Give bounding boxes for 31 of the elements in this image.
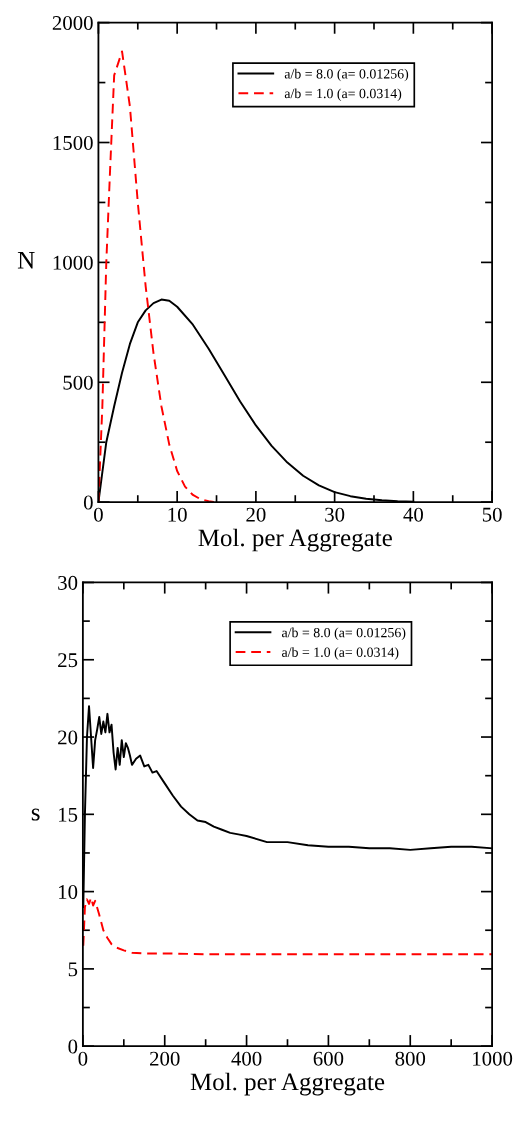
x-tick-label: 30 [325, 507, 345, 522]
y-axis-title: s [31, 808, 40, 821]
y-axis-title: N [17, 252, 35, 269]
legend-label: a/b = 1.0 (a= 0.0314) [284, 88, 402, 101]
x-tick-label: 40 [403, 507, 423, 522]
y-tick-label: 1500 [53, 135, 93, 150]
y-tick-label: 20 [58, 730, 78, 745]
x-tick-label: 20 [246, 507, 266, 522]
x-tick-label: 800 [395, 1051, 426, 1066]
y-tick-label: 25 [58, 653, 78, 668]
x-axis-title: Mol. per Aggregate [190, 1072, 385, 1096]
y-tick-label: 1000 [53, 255, 93, 270]
y-tick-label: 15 [59, 807, 78, 822]
legend-label: a/b = 8.0 (a= 0.01256) [284, 68, 409, 82]
y-tick-label: 0 [83, 495, 93, 510]
y-tick-label: 30 [58, 575, 78, 590]
y-tick-label: 500 [63, 375, 93, 390]
legend-label: a/b = 1.0 (a= 0.0314) [281, 647, 399, 660]
x-tick-label: 600 [313, 1051, 344, 1066]
legend-label: a/b = 8.0 (a= 0.01256) [281, 627, 406, 641]
y-tick-label: 0 [68, 1039, 78, 1054]
x-tick-label: 200 [150, 1051, 180, 1066]
x-tick-label: 0 [94, 507, 103, 522]
y-tick-label: 5 [68, 962, 78, 977]
x-axis-title: Mol. per Aggregate [198, 528, 392, 552]
x-tick-label: 10 [168, 507, 187, 522]
x-tick-label: 400 [231, 1051, 262, 1066]
y-tick-label: 2000 [52, 15, 93, 31]
y-tick-label: 10 [59, 884, 78, 900]
x-tick-label: 1000 [473, 1051, 513, 1066]
x-tick-label: 50 [482, 507, 502, 522]
